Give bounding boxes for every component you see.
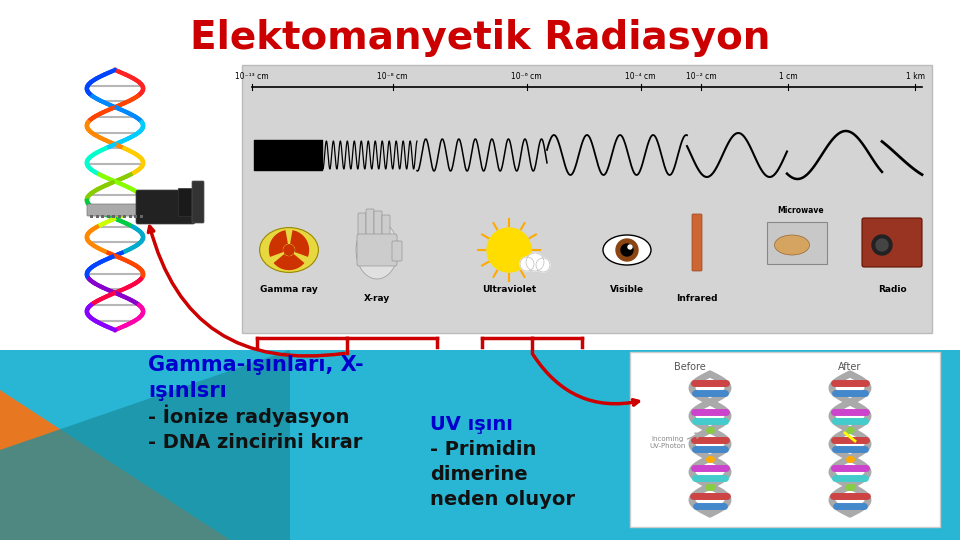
Polygon shape	[290, 230, 309, 257]
Text: Before: Before	[674, 362, 706, 372]
Bar	[129, 215, 132, 218]
Circle shape	[520, 257, 534, 271]
Circle shape	[536, 258, 550, 272]
Text: Ultraviolet: Ultraviolet	[482, 285, 536, 294]
Polygon shape	[0, 390, 230, 540]
Text: Gamma ray: Gamma ray	[260, 285, 318, 294]
Text: Infrared: Infrared	[676, 294, 718, 303]
FancyBboxPatch shape	[136, 190, 195, 224]
Text: 10⁻⁶ cm: 10⁻⁶ cm	[512, 72, 542, 81]
Text: 10⁻⁸ cm: 10⁻⁸ cm	[377, 72, 408, 81]
Text: Radio: Radio	[877, 285, 906, 294]
Ellipse shape	[603, 235, 651, 265]
Text: Visible: Visible	[610, 285, 644, 294]
Text: 1 km: 1 km	[906, 72, 924, 81]
Text: - Primidin
dimerine
neden oluyor: - Primidin dimerine neden oluyor	[430, 440, 575, 509]
FancyBboxPatch shape	[87, 204, 149, 216]
Text: Incoming
UV-Photon: Incoming UV-Photon	[650, 435, 686, 449]
Text: UV ışını: UV ışını	[430, 415, 513, 434]
FancyBboxPatch shape	[374, 211, 382, 237]
Text: 10⁻¹³ cm: 10⁻¹³ cm	[235, 72, 269, 81]
Polygon shape	[0, 350, 290, 540]
Bar	[90, 215, 93, 218]
Polygon shape	[269, 230, 288, 257]
FancyBboxPatch shape	[192, 181, 204, 223]
FancyBboxPatch shape	[358, 213, 366, 237]
Bar	[95, 215, 99, 218]
Text: Gamma-ışınları, X-
ışınlsrı: Gamma-ışınları, X- ışınlsrı	[148, 355, 364, 401]
Text: X-ray: X-ray	[364, 294, 390, 303]
Ellipse shape	[775, 235, 809, 255]
Ellipse shape	[259, 227, 319, 272]
Bar	[0, 350, 960, 540]
Text: After: After	[838, 362, 862, 372]
Ellipse shape	[356, 221, 398, 279]
FancyBboxPatch shape	[382, 215, 390, 237]
Bar	[134, 215, 137, 218]
Circle shape	[628, 245, 632, 249]
FancyBboxPatch shape	[357, 234, 397, 266]
Circle shape	[872, 235, 892, 255]
Bar	[178, 188, 200, 216]
Circle shape	[487, 228, 531, 272]
Text: Microwave: Microwave	[778, 206, 825, 215]
Bar	[117, 215, 121, 218]
Bar	[139, 215, 142, 218]
Text: Elektomanyetik Radiasyon: Elektomanyetik Radiasyon	[190, 19, 770, 57]
Circle shape	[621, 244, 633, 256]
Bar	[107, 215, 109, 218]
Circle shape	[526, 253, 544, 271]
Bar	[101, 215, 104, 218]
Text: - İonize radyasyon
- DNA zincirini kırar: - İonize radyasyon - DNA zincirini kırar	[148, 405, 362, 453]
FancyBboxPatch shape	[392, 241, 402, 261]
FancyBboxPatch shape	[692, 214, 702, 271]
FancyBboxPatch shape	[366, 209, 374, 237]
Circle shape	[616, 239, 638, 261]
FancyBboxPatch shape	[862, 218, 922, 267]
Bar	[112, 215, 115, 218]
Text: 10⁻⁴ cm: 10⁻⁴ cm	[625, 72, 656, 81]
Circle shape	[284, 245, 294, 255]
Circle shape	[876, 239, 888, 251]
Bar	[242, 65, 932, 333]
Text: 10⁻² cm: 10⁻² cm	[685, 72, 716, 81]
Polygon shape	[274, 254, 304, 270]
Bar	[123, 215, 126, 218]
FancyBboxPatch shape	[767, 222, 827, 264]
Text: 1 cm: 1 cm	[779, 72, 798, 81]
Bar	[630, 352, 940, 527]
